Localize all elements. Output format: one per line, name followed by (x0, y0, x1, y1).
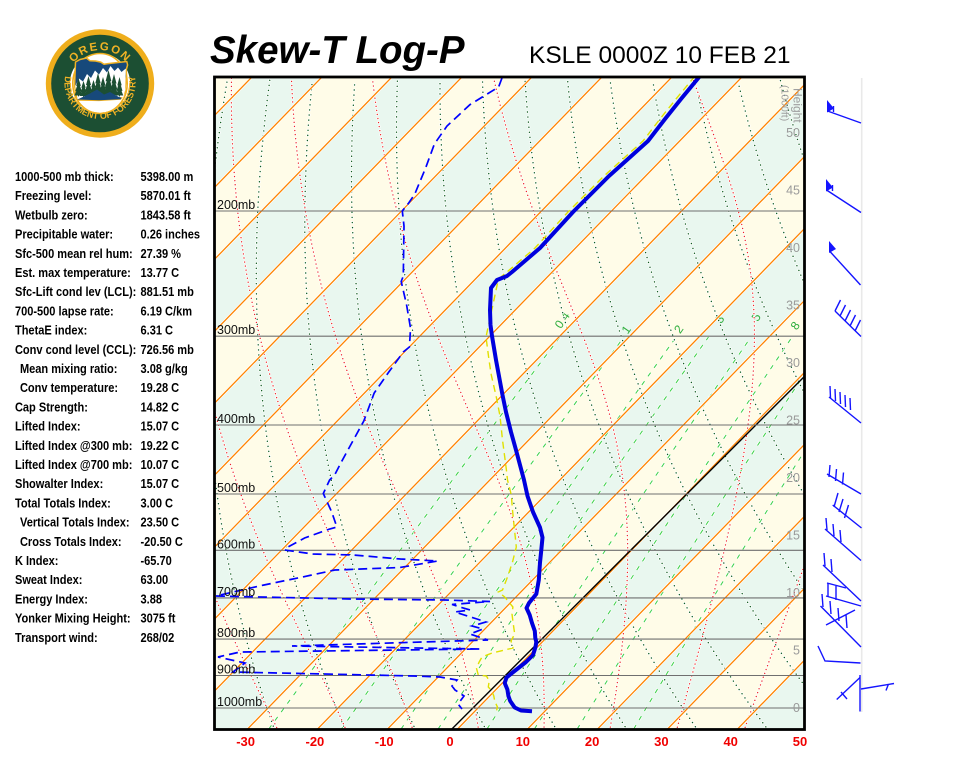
svg-text:(1000ft): (1000ft) (779, 85, 791, 121)
svg-text:-65.70: -65.70 (141, 553, 173, 568)
svg-text:19.22 C: 19.22 C (141, 438, 180, 453)
svg-text:30: 30 (654, 734, 668, 749)
svg-text:268/02: 268/02 (141, 630, 175, 645)
svg-text:Sfc-500 mean rel hum:: Sfc-500 mean rel hum: (15, 246, 133, 261)
svg-text:726.56 mb: 726.56 mb (141, 342, 194, 357)
svg-text:Sweat Index:: Sweat Index: (15, 572, 82, 587)
svg-text:500mb: 500mb (217, 481, 255, 495)
svg-text:14.82 C: 14.82 C (141, 400, 180, 415)
svg-text:1000-500 mb thick:: 1000-500 mb thick: (15, 169, 114, 184)
svg-text:Transport wind:: Transport wind: (15, 630, 98, 645)
svg-text:3.88: 3.88 (141, 592, 163, 607)
svg-text:600mb: 600mb (217, 537, 255, 551)
svg-text:700mb: 700mb (217, 585, 255, 599)
svg-text:3.08 g/kg: 3.08 g/kg (141, 361, 188, 376)
svg-text:5398.00 m: 5398.00 m (141, 169, 194, 184)
svg-text:Conv cond level (CCL):: Conv cond level (CCL): (15, 342, 136, 357)
svg-text:Energy Index:: Energy Index: (15, 592, 88, 607)
svg-text:50: 50 (786, 126, 800, 140)
svg-text:-30: -30 (236, 734, 255, 749)
svg-text:25: 25 (786, 414, 800, 428)
svg-text:900mb: 900mb (217, 663, 255, 677)
svg-text:6.31 C: 6.31 C (141, 323, 174, 338)
svg-text:20: 20 (786, 471, 800, 485)
svg-text:-10: -10 (375, 734, 394, 749)
svg-text:5870.01 ft: 5870.01 ft (141, 188, 191, 203)
svg-text:45: 45 (786, 184, 800, 198)
svg-text:Wetbulb zero:: Wetbulb zero: (15, 208, 88, 223)
svg-text:800mb: 800mb (217, 626, 255, 640)
svg-text:Lifted Index @300 mb:: Lifted Index @300 mb: (15, 438, 132, 453)
svg-text:10: 10 (786, 586, 800, 600)
svg-text:15.07 C: 15.07 C (141, 476, 180, 491)
svg-text:10: 10 (516, 734, 530, 749)
svg-text:Yonker Mixing Height:: Yonker Mixing Height: (15, 611, 131, 626)
svg-text:200mb: 200mb (217, 198, 255, 212)
svg-text:Conv temperature:: Conv temperature: (20, 380, 118, 395)
svg-text:Total Totals Index:: Total Totals Index: (15, 496, 111, 511)
svg-text:30: 30 (786, 356, 800, 370)
svg-text:15: 15 (786, 529, 800, 543)
svg-text:ThetaE index:: ThetaE index: (15, 323, 87, 338)
svg-text:881.51 mb: 881.51 mb (141, 284, 194, 299)
svg-text:400mb: 400mb (217, 412, 255, 426)
svg-text:0: 0 (793, 701, 800, 715)
svg-text:3075 ft: 3075 ft (141, 611, 176, 626)
svg-text:700-500 lapse rate:: 700-500 lapse rate: (15, 304, 114, 319)
svg-text:Vertical Totals Index:: Vertical Totals Index: (20, 515, 130, 530)
svg-text:1843.58 ft: 1843.58 ft (141, 208, 191, 223)
svg-text:10.07 C: 10.07 C (141, 457, 180, 472)
svg-text:Showalter Index:: Showalter Index: (15, 476, 103, 491)
svg-text:Height: Height (791, 88, 805, 123)
svg-text:0: 0 (446, 734, 453, 749)
svg-text:Cross Totals Index:: Cross Totals Index: (20, 534, 122, 549)
svg-text:20: 20 (585, 734, 599, 749)
svg-text:Skew-T Log-P: Skew-T Log-P (210, 29, 465, 72)
svg-text:K Index:: K Index: (15, 553, 59, 568)
svg-text:40: 40 (786, 241, 800, 255)
svg-text:19.28 C: 19.28 C (141, 380, 180, 395)
svg-text:27.39 %: 27.39 % (141, 246, 182, 261)
svg-text:KSLE 0000Z 10 FEB 21: KSLE 0000Z 10 FEB 21 (529, 42, 791, 69)
svg-text:40: 40 (723, 734, 737, 749)
svg-text:Mean mixing ratio:: Mean mixing ratio: (20, 361, 117, 376)
svg-text:5: 5 (793, 644, 800, 658)
svg-text:3.00 C: 3.00 C (141, 496, 174, 511)
svg-text:13.77 C: 13.77 C (141, 265, 180, 280)
svg-text:63.00: 63.00 (141, 572, 169, 587)
svg-text:Cap Strength:: Cap Strength: (15, 400, 88, 415)
svg-text:-20: -20 (306, 734, 325, 749)
svg-text:0.26 inches: 0.26 inches (141, 227, 201, 242)
svg-text:15.07 C: 15.07 C (141, 419, 180, 434)
svg-text:23.50 C: 23.50 C (141, 515, 180, 530)
svg-text:Freezing level:: Freezing level: (15, 188, 92, 203)
svg-text:300mb: 300mb (217, 323, 255, 337)
svg-text:1000mb: 1000mb (217, 695, 262, 709)
svg-text:Est. max temperature:: Est. max temperature: (15, 265, 131, 280)
svg-text:Lifted Index @700 mb:: Lifted Index @700 mb: (15, 457, 132, 472)
svg-text:35: 35 (786, 299, 800, 313)
svg-text:Lifted Index:: Lifted Index: (15, 419, 81, 434)
svg-text:Sfc-Lift cond lev (LCL):: Sfc-Lift cond lev (LCL): (15, 284, 136, 299)
svg-text:6.19 C/km: 6.19 C/km (141, 304, 193, 319)
svg-text:50: 50 (793, 734, 807, 749)
svg-text:Precipitable water:: Precipitable water: (15, 227, 113, 242)
svg-text:-20.50 C: -20.50 C (141, 534, 184, 549)
